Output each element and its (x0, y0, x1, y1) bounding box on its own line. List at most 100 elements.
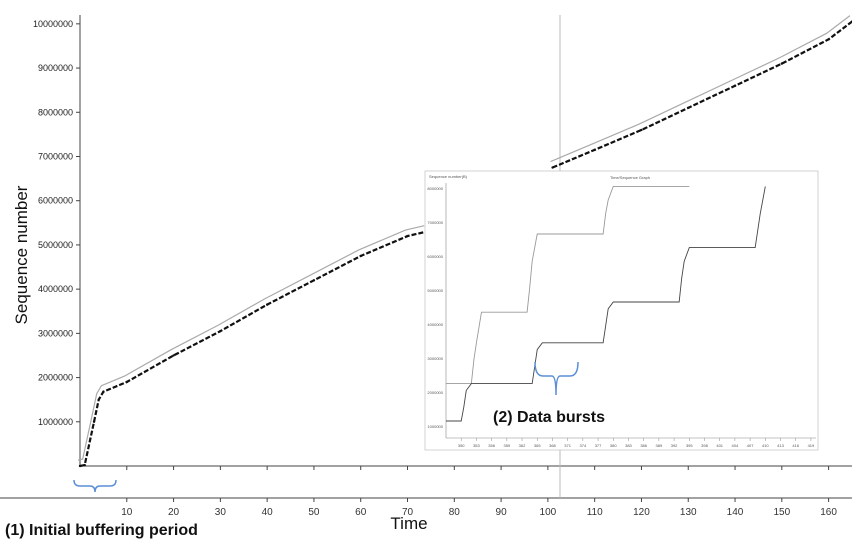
main-series-point (97, 398, 100, 401)
main-x-tick-label: 20 (168, 507, 180, 518)
inset-chart: Time/Sequence Graph Sequence number(B) 1… (424, 170, 819, 451)
main-series-line (552, 20, 852, 169)
inset-x-tick-label: 413 (777, 443, 784, 448)
inset-y-ticks: 1000000 2000000 3000000 4000000 5000000 60000… (427, 186, 443, 429)
main-x-tick-label: 30 (215, 507, 227, 518)
inset-x-tick-label: 395 (686, 443, 693, 448)
main-y-axis-label: Sequence number (12, 185, 31, 324)
burst-annotation: (2) Data bursts (493, 409, 605, 426)
main-series-point (125, 380, 128, 384)
inset-x-tick-label: 350 (458, 443, 465, 448)
inset-x-tick-label: 362 (519, 443, 526, 448)
main-y-tick-label: 5000000 (38, 240, 73, 250)
main-y-tick-label: 3000000 (38, 328, 73, 338)
inset-x-tick-label: 353 (473, 443, 480, 448)
inset-y-tick-label: 4000000 (427, 322, 443, 327)
inset-x-tick-label: 404 (732, 443, 739, 448)
main-x-tick-label: 40 (262, 507, 274, 518)
inset-series-group (446, 185, 766, 422)
main-x-axis-label: Time (390, 514, 427, 533)
inset-series-line (446, 185, 690, 385)
inset-x-tick-label: 380 (610, 443, 617, 448)
inset-x-tick-label: 410 (762, 443, 769, 448)
main-x-tick-label: 60 (355, 507, 367, 518)
buffering-annotation: (1) Initial buffering period (5, 522, 198, 539)
main-x-tick-label: 80 (449, 507, 461, 518)
inset-y-tick-label: 2000000 (427, 390, 443, 395)
main-series-point (102, 390, 105, 393)
main-series-line-upper (550, 15, 851, 163)
inset-x-tick-label: 359 (503, 443, 510, 448)
inset-x-tick-label: 416 (792, 443, 799, 448)
inset-y-tick-label: 8000000 (427, 186, 443, 191)
inset-y-tick-label: 3000000 (427, 356, 443, 361)
inset-x-tick-label: 392 (671, 443, 678, 448)
inset-y-tick-label: 1000000 (427, 424, 443, 429)
main-series-point (172, 354, 175, 357)
main-series-point (551, 166, 554, 169)
main-series-point (593, 148, 596, 152)
main-x-tick-label: 70 (402, 507, 414, 518)
inset-title: Time/Sequence Graph (610, 175, 650, 180)
main-series-point (78, 464, 82, 468)
inset-frame (424, 170, 819, 451)
inset-x-tick-label: 383 (625, 443, 632, 448)
inset-x-tick-label: 368 (549, 443, 556, 448)
main-x-tick-label: 140 (727, 507, 744, 518)
inset-x-tick-label: 374 (580, 443, 587, 448)
inset-x-tick-label: 419 (808, 443, 815, 448)
main-x-tick-label: 50 (308, 507, 320, 518)
inset-x-tick-label: 407 (747, 443, 754, 448)
main-series-group (77, 15, 852, 468)
main-series-point (83, 463, 86, 467)
inset-x-tick-label: 365 (534, 443, 541, 448)
inset-y-tick-label: 6000000 (427, 254, 443, 259)
main-series-point (219, 329, 222, 333)
main-series-point (640, 128, 643, 132)
main-y-tick-label: 4000000 (38, 284, 73, 294)
main-series-point (827, 38, 830, 41)
inset-x-tick-label: 377 (595, 443, 602, 448)
main-series-point (406, 234, 409, 238)
main-series-point (733, 84, 737, 87)
main-x-ticks: 10 20 30 40 50 60 70 80 90 100 110 120 130 140 150 160 (121, 466, 837, 518)
main-y-tick-label: 10000000 (33, 19, 73, 29)
main-x-tick-label: 120 (633, 507, 650, 518)
main-x-tick-label: 10 (121, 507, 133, 518)
main-y-tick-label: 7000000 (38, 151, 73, 161)
inset-series-line (446, 186, 766, 422)
main-x-tick-label: 130 (680, 507, 697, 518)
main-y-tick-label: 2000000 (38, 373, 73, 383)
main-y-tick-label: 1000000 (38, 417, 73, 427)
main-x-tick-label: 110 (587, 507, 603, 518)
main-series-point (780, 62, 784, 65)
inset-x-tick-label: 356 (488, 443, 495, 448)
inset-y-label: Sequence number(B) (429, 174, 468, 179)
main-series-point (687, 106, 690, 110)
main-series-point (265, 303, 269, 306)
burst-brace-icon (534, 361, 579, 396)
inset-y-tick-label: 7000000 (427, 220, 443, 225)
inset-y-tick-label: 5000000 (427, 288, 443, 293)
main-x-tick-label: 100 (540, 507, 557, 518)
main-series-line (79, 230, 427, 468)
main-series-point (312, 279, 316, 282)
inset-x-tick-label: 398 (701, 443, 708, 448)
main-y-tick-label: 6000000 (38, 196, 73, 206)
main-x-tick-label: 90 (496, 507, 508, 518)
main-y-tick-label: 8000000 (38, 107, 73, 117)
main-x-tick-label: 160 (820, 507, 837, 518)
main-series-line-upper (77, 225, 425, 461)
inset-x-tick-label: 386 (640, 443, 647, 448)
main-y-ticks: 1000000 2000000 3000000 4000000 5000000 60000… (33, 19, 80, 427)
buffering-brace-icon (73, 479, 117, 493)
inset-x-tick-label: 401 (716, 443, 723, 448)
main-series-point (92, 420, 96, 423)
main-x-tick-label: 150 (773, 507, 790, 518)
inset-x-ticks: 350 353 356 359 362 365 368 371 374 377 380 383 386 3… (458, 438, 815, 448)
inset-x-tick-label: 371 (564, 443, 571, 448)
main-y-tick-label: 9000000 (38, 63, 73, 73)
inset-x-tick-label: 389 (656, 443, 663, 448)
main-series-point (359, 254, 362, 258)
